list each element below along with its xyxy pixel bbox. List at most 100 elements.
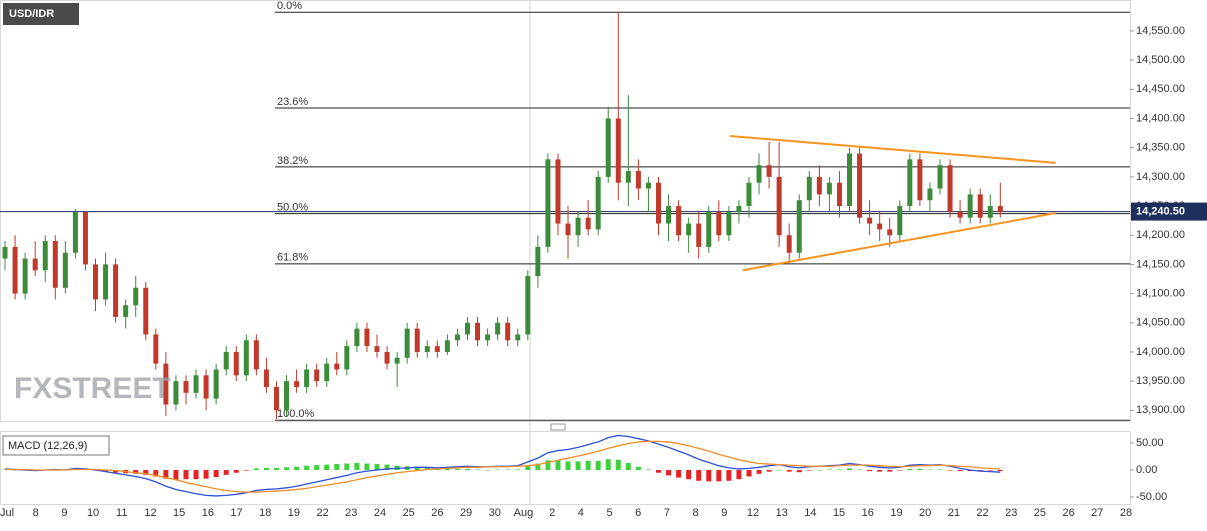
- x-tick-label: 16: [202, 507, 214, 519]
- candle-body: [22, 258, 28, 294]
- candle-body: [82, 211, 88, 265]
- histogram-bar: [454, 468, 460, 471]
- histogram-bar: [444, 468, 450, 471]
- x-tick-label: 30: [489, 507, 501, 519]
- candle-body: [444, 340, 450, 352]
- x-tick-label: 22: [316, 507, 328, 519]
- candle-body: [434, 346, 440, 352]
- candle-body: [786, 235, 792, 253]
- candle-body: [635, 171, 641, 189]
- histogram-bar: [384, 464, 390, 471]
- candle-body: [515, 334, 521, 341]
- indicator-box: [2, 435, 110, 456]
- candle-body: [947, 165, 953, 212]
- y-tick-label: 14,000.00: [1136, 346, 1185, 358]
- histogram-bar: [746, 470, 752, 477]
- x-tick-label: 22: [976, 507, 988, 519]
- histogram-bar: [605, 459, 611, 471]
- histogram-bar: [555, 460, 561, 471]
- candle-body: [93, 264, 99, 300]
- candle-body: [867, 217, 873, 224]
- histogram-bar: [575, 461, 581, 471]
- x-tick-label: 11: [116, 507, 127, 519]
- candle-body: [826, 182, 832, 195]
- histogram-bar: [304, 465, 310, 471]
- histogram-bar: [867, 470, 873, 472]
- candle-body: [877, 223, 883, 230]
- histogram-bar: [666, 470, 672, 476]
- candle-body: [575, 217, 581, 236]
- histogram-bar: [836, 469, 842, 471]
- panel-resize-handle[interactable]: [550, 423, 566, 431]
- indicator-label: MACD (12,26,9): [8, 440, 87, 452]
- histogram-bar: [103, 470, 109, 472]
- candle-body: [525, 276, 531, 335]
- histogram-bar: [635, 466, 641, 471]
- candle-body: [655, 182, 661, 224]
- candle-body: [394, 357, 400, 364]
- candle-body: [253, 340, 259, 370]
- histogram-bar: [826, 469, 832, 471]
- histogram-bar: [515, 469, 521, 471]
- histogram-bar: [716, 470, 722, 482]
- candle-body: [746, 182, 752, 207]
- histogram-bar: [324, 464, 330, 471]
- candle-body: [304, 369, 310, 387]
- candle-body: [535, 246, 541, 277]
- histogram-bar: [253, 468, 259, 471]
- candle-body: [736, 206, 742, 212]
- y-tick-label: 14,100.00: [1136, 287, 1185, 299]
- y-tick-label: 14,150.00: [1136, 258, 1185, 270]
- histogram-bar: [977, 470, 983, 471]
- candle-body: [454, 334, 460, 341]
- candle-body: [555, 159, 561, 224]
- candle-body: [706, 211, 712, 247]
- candle-body: [464, 322, 470, 335]
- candle-body: [997, 206, 1003, 212]
- histogram-bar: [535, 463, 541, 471]
- y-tick-label: 14,050.00: [1136, 317, 1185, 329]
- histogram-bar: [273, 467, 279, 471]
- y-tick-label: 14,200.00: [1136, 229, 1185, 241]
- candle-body: [374, 346, 380, 352]
- x-tick-label: 6: [635, 507, 641, 519]
- histogram-bar: [344, 463, 350, 471]
- x-tick-label: 14: [804, 507, 816, 519]
- candle-body: [545, 159, 551, 247]
- candle-body: [806, 176, 812, 201]
- x-tick-label: 12: [144, 507, 156, 519]
- candle-body: [907, 159, 913, 207]
- x-tick-label: Aug: [514, 507, 534, 519]
- x-tick-label: 9: [721, 507, 727, 519]
- histogram-bar: [505, 469, 511, 471]
- symbol-box: [3, 3, 79, 25]
- y-tick-label: 14,300.00: [1136, 171, 1185, 183]
- histogram-bar: [193, 470, 199, 480]
- candle-body: [565, 223, 571, 236]
- x-tick-label: 28: [1120, 507, 1132, 519]
- histogram-bar: [847, 468, 853, 471]
- histogram-bar: [464, 468, 470, 471]
- histogram-bar: [897, 470, 903, 471]
- y-tick-label: 14,550.00: [1136, 25, 1185, 37]
- histogram-bar: [786, 470, 792, 472]
- histogram-bar: [595, 460, 601, 471]
- fib-label: 38.2%: [277, 155, 308, 167]
- current-price-box: [1131, 202, 1207, 221]
- x-tick-label: 26: [1062, 507, 1074, 519]
- fib-label: 50.0%: [277, 202, 308, 214]
- candle-body: [143, 287, 149, 335]
- histogram-bar: [213, 470, 219, 478]
- histogram-bar: [233, 470, 239, 473]
- price-panel: [0, 0, 1131, 422]
- histogram-bar: [927, 469, 933, 471]
- candle-body: [977, 194, 983, 218]
- x-tick-label: 5: [606, 507, 612, 519]
- candle-body: [193, 375, 199, 393]
- histogram-bar: [314, 465, 320, 471]
- histogram-bar: [133, 470, 139, 474]
- histogram-bar: [12, 470, 18, 471]
- histogram-bar: [907, 468, 913, 471]
- candle-body: [615, 118, 621, 183]
- histogram-bar: [143, 470, 149, 475]
